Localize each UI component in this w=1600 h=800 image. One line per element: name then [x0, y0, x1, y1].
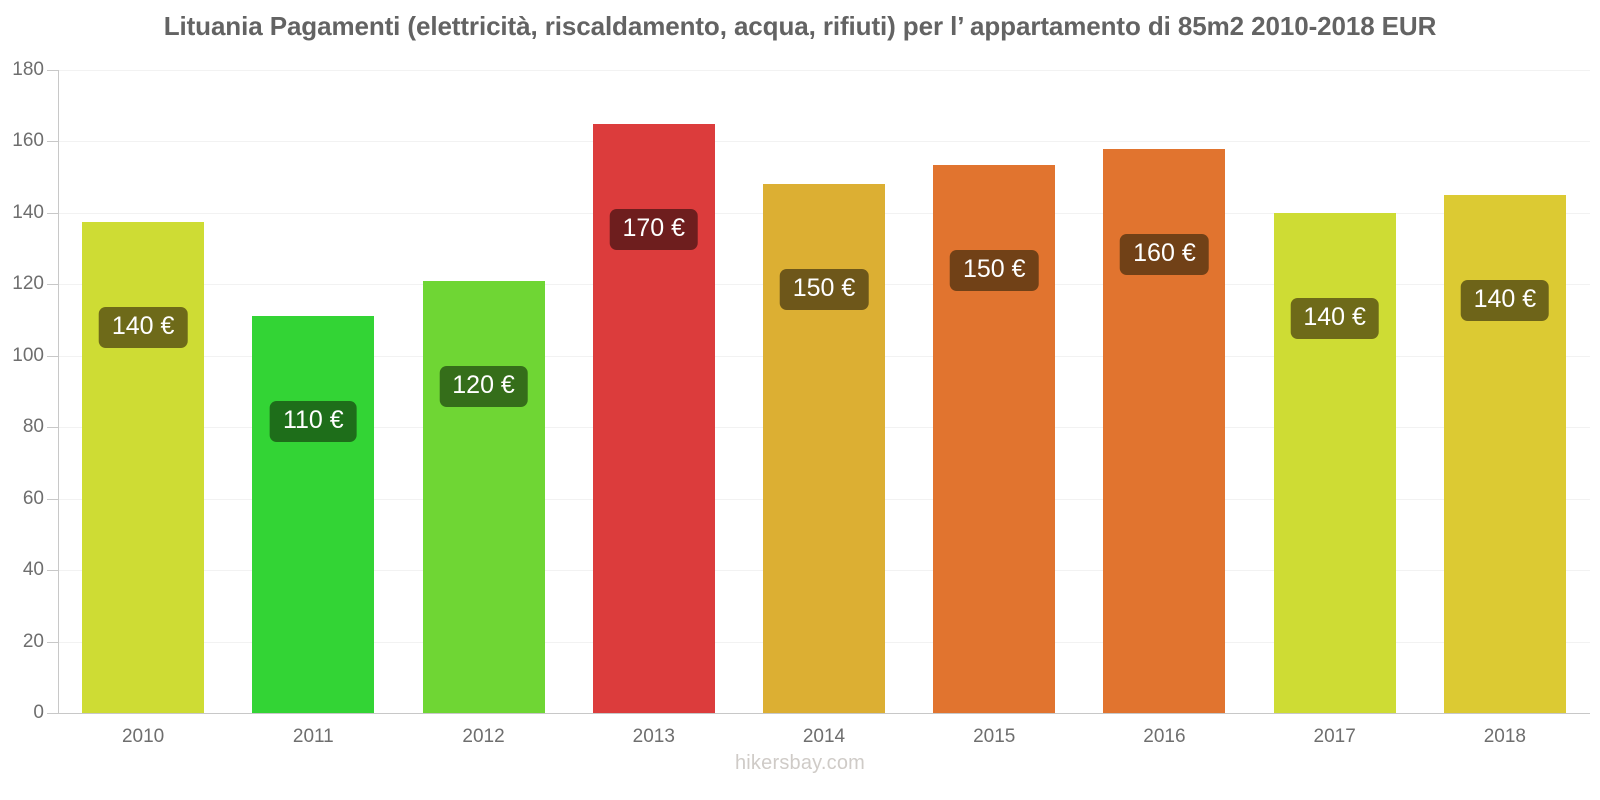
- bar-2011[interactable]: 110 €: [252, 316, 375, 713]
- y-axis-tick: [47, 498, 58, 500]
- x-axis-line: [47, 713, 1590, 714]
- bar-value-label: 140 €: [98, 306, 188, 348]
- y-axis-tick: [47, 570, 58, 572]
- y-axis-tick-label: 40: [22, 559, 44, 581]
- y-axis-line: [58, 70, 59, 713]
- x-axis-label-2011: 2011: [292, 726, 334, 747]
- y-axis-tick-label: 140: [12, 201, 44, 223]
- gridline: [58, 141, 1590, 143]
- x-axis-label-2018: 2018: [1483, 726, 1527, 747]
- bar-2014[interactable]: 150 €: [763, 184, 885, 713]
- y-axis-tick: [47, 70, 58, 71]
- bar-value-label: 140 €: [1290, 297, 1379, 339]
- bar-value-label: 120 €: [439, 365, 528, 407]
- bar-value-label: 140 €: [1460, 280, 1550, 322]
- x-axis-label-2010: 2010: [121, 726, 165, 747]
- y-axis-tick-label: 120: [12, 273, 44, 295]
- bar-2015[interactable]: 150 €: [933, 164, 1056, 713]
- y-axis-tick-label: 80: [22, 416, 44, 438]
- x-axis-label-2014: 2014: [802, 726, 846, 747]
- source-watermark: hikersbay.com: [734, 752, 866, 774]
- bar-2012[interactable]: 120 €: [422, 280, 545, 713]
- y-axis-tick: [47, 284, 58, 286]
- page-title: Lituania Pagamenti (elettricità, riscald…: [163, 11, 1437, 41]
- y-axis-tick: [47, 141, 58, 143]
- x-axis-label-2013: 2013: [632, 726, 675, 747]
- bar-value-label: 170 €: [609, 208, 699, 250]
- y-axis-tick-label: 0: [33, 702, 44, 723]
- bar-2010[interactable]: 140 €: [82, 221, 205, 713]
- y-axis-tick-label: 160: [12, 130, 44, 152]
- y-axis-tick: [47, 713, 58, 714]
- bar-value-label: 150 €: [779, 269, 869, 311]
- y-axis-tick-label: 180: [12, 59, 44, 80]
- y-axis-tick-label: 100: [12, 344, 44, 366]
- y-axis-tick-label: 20: [22, 630, 44, 652]
- y-axis-tick-label: 60: [22, 487, 44, 509]
- y-axis-tick: [47, 427, 58, 429]
- x-axis-label-2016: 2016: [1143, 726, 1186, 747]
- gridline: [58, 70, 1590, 71]
- x-axis-label-2012: 2012: [462, 726, 505, 747]
- bar-value-label: 110 €: [269, 401, 357, 443]
- bar-2018[interactable]: 140 €: [1443, 195, 1566, 713]
- bar-value-label: 160 €: [1120, 233, 1209, 275]
- x-axis-label-2015: 2015: [973, 726, 1016, 747]
- y-axis-tick: [47, 355, 58, 357]
- bar-value-label: 150 €: [949, 249, 1039, 291]
- y-axis-tick: [47, 641, 58, 643]
- bar-2016[interactable]: 160 €: [1103, 148, 1226, 713]
- y-axis-tick: [47, 212, 58, 214]
- bar-2017[interactable]: 140 €: [1273, 212, 1396, 713]
- x-axis-label-2017: 2017: [1313, 726, 1356, 747]
- bar-2013[interactable]: 170 €: [592, 123, 715, 713]
